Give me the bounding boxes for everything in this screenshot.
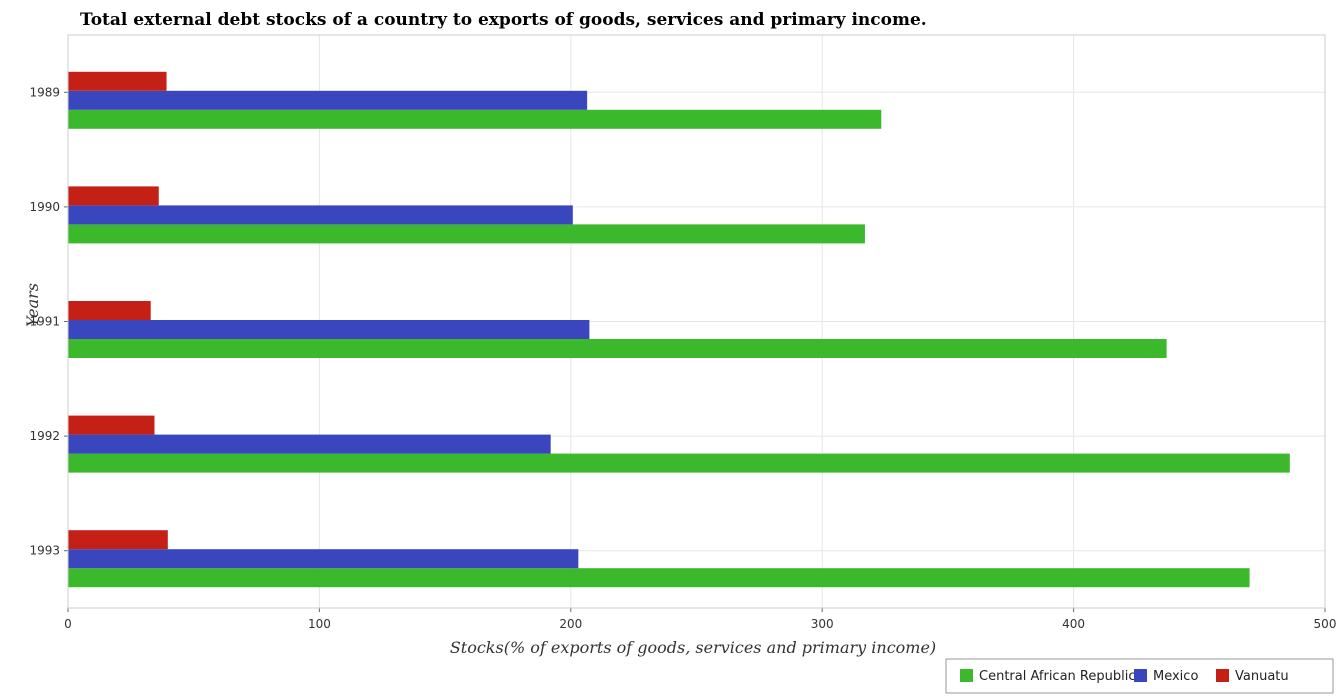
bar-mexico <box>68 205 573 225</box>
bar-central-african-republic <box>68 453 1290 473</box>
legend-label: Central African Republic <box>979 669 1135 684</box>
bar-central-african-republic <box>68 568 1250 588</box>
bar-vanuatu <box>68 530 168 550</box>
x-tick-label: 200 <box>559 617 582 631</box>
bar-mexico <box>68 90 588 110</box>
bar-vanuatu <box>68 415 155 435</box>
bar-mexico <box>68 320 590 339</box>
legend-swatch <box>960 669 973 682</box>
bar-mexico <box>68 549 579 569</box>
y-tick-label: 1992 <box>29 429 60 443</box>
x-tick-label: 0 <box>64 617 72 631</box>
legend: Central African Republic Mexico Vanuatu <box>945 658 1334 694</box>
y-tick-label: 1989 <box>29 85 60 99</box>
x-tick-label: 400 <box>1062 617 1085 631</box>
plot-frame <box>67 34 1326 609</box>
bar-mexico <box>68 434 551 454</box>
bar-vanuatu <box>68 71 167 91</box>
bars <box>68 71 1290 588</box>
y-tick-label: 1990 <box>29 200 60 214</box>
axes: 0 100 200 300 400 500 1989 1990 1991 1992 1993 <box>29 34 1337 631</box>
chart-title: Total external debt stocks of a country … <box>80 10 927 30</box>
bar-vanuatu <box>68 186 159 206</box>
bar-central-african-republic <box>68 109 882 129</box>
x-tick-label: 100 <box>308 617 331 631</box>
legend-swatch <box>1134 669 1147 682</box>
x-tick-label: 500 <box>1314 617 1337 631</box>
y-tick-label: 1991 <box>29 315 60 329</box>
x-axis-label: Stocks(% of exports of goods, services a… <box>450 638 936 657</box>
legend-swatch <box>1216 669 1229 682</box>
y-axis-label: Years <box>23 283 42 327</box>
bar-central-african-republic <box>68 224 865 244</box>
x-tick-label: 300 <box>811 617 834 631</box>
legend-label: Vanuatu <box>1235 669 1289 684</box>
bar-central-african-republic <box>68 339 1167 358</box>
bar-vanuatu <box>68 301 151 320</box>
legend-label: Mexico <box>1153 669 1198 684</box>
y-tick-label: 1993 <box>29 544 60 558</box>
